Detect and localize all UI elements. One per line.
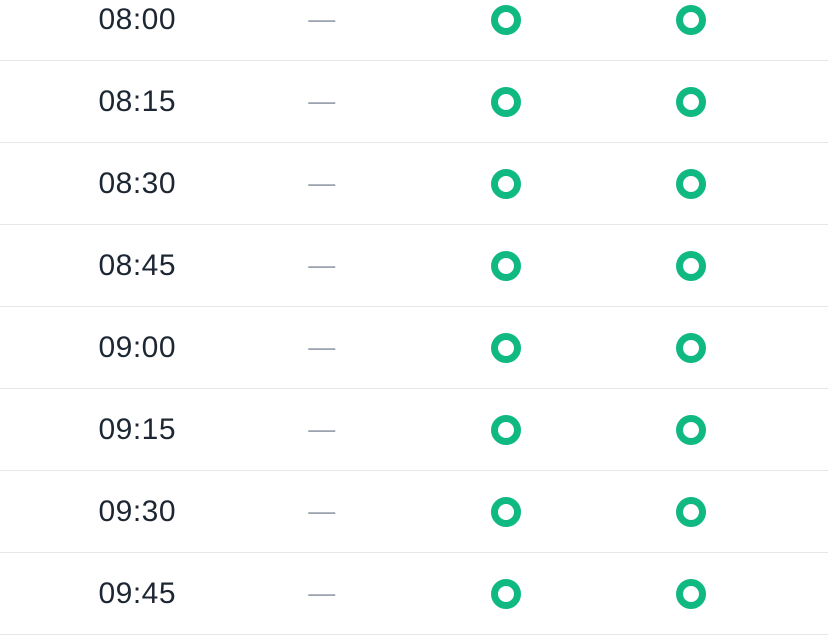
time-slot-row: 08:45 — (0, 225, 828, 307)
time-slot-row: 09:00 — (0, 307, 828, 389)
time-slot-row: 08:30 — (0, 143, 828, 225)
time-label: 08:30 (98, 166, 177, 200)
time-slot-row: 09:15 — (0, 389, 828, 471)
unavailable-dash: — (308, 332, 336, 362)
unavailable-dash: — (308, 168, 336, 198)
available-ring-icon[interactable] (675, 86, 706, 117)
unavailable-dash: — (308, 414, 336, 444)
available-ring-icon[interactable] (675, 250, 706, 281)
time-slot-row: 09:30 — (0, 471, 828, 553)
time-label: 09:15 (98, 412, 177, 446)
time-label: 08:45 (98, 248, 177, 282)
time-slot-row: 08:15 — (0, 61, 828, 143)
time-label: 08:15 (98, 84, 177, 118)
available-ring-icon[interactable] (675, 414, 706, 445)
time-label: 09:30 (98, 494, 177, 528)
time-slot-row: 08:00 — (0, 0, 828, 61)
unavailable-dash: — (308, 250, 336, 280)
available-ring-icon[interactable] (675, 168, 706, 199)
unavailable-dash: — (308, 496, 336, 526)
unavailable-dash: — (308, 86, 336, 116)
time-label: 09:00 (98, 330, 177, 364)
available-ring-icon[interactable] (491, 250, 522, 281)
unavailable-dash: — (308, 578, 336, 608)
available-ring-icon[interactable] (491, 168, 522, 199)
time-label: 09:45 (98, 576, 177, 610)
available-ring-icon[interactable] (675, 4, 706, 35)
available-ring-icon[interactable] (491, 578, 522, 609)
available-ring-icon[interactable] (491, 414, 522, 445)
available-ring-icon[interactable] (675, 332, 706, 363)
available-ring-icon[interactable] (491, 496, 522, 527)
unavailable-dash: — (308, 4, 336, 34)
available-ring-icon[interactable] (491, 332, 522, 363)
available-ring-icon[interactable] (491, 4, 522, 35)
available-ring-icon[interactable] (675, 578, 706, 609)
available-ring-icon[interactable] (491, 86, 522, 117)
available-ring-icon[interactable] (675, 496, 706, 527)
time-label: 08:00 (98, 2, 177, 36)
time-slot-row: 09:45 — (0, 553, 828, 635)
